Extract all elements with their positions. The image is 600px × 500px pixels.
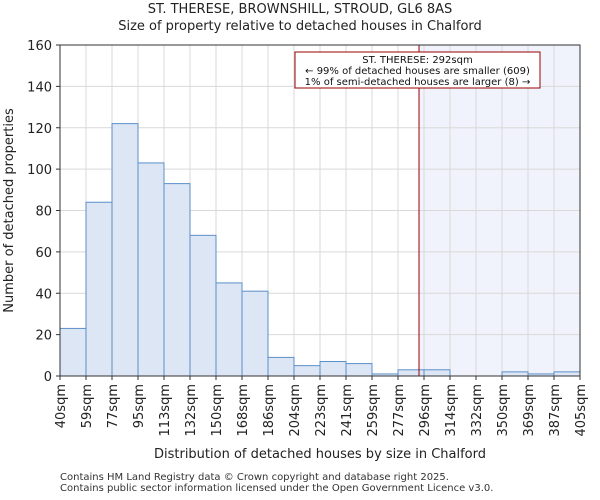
- x-tick-label: 223sqm: [314, 384, 329, 437]
- y-axis-ticks: 0 20 40 60 80 100 120 140 160: [27, 39, 60, 385]
- y-tick-label: 40: [35, 287, 52, 302]
- x-tick-label: 150sqm: [210, 384, 225, 437]
- x-tick-label: 314sqm: [444, 384, 459, 437]
- x-axis-ticks: 40sqm 59sqm 77sqm 95sqm 113sqm 132sqm 150sqm 16…: [54, 376, 589, 437]
- x-tick-label: 186sqm: [262, 384, 277, 437]
- chart-title: ST. THERESE, BROWNSHILL, STROUD, GL6 8AS: [147, 2, 453, 17]
- x-tick-label: 387sqm: [548, 384, 563, 437]
- bar: [137, 162, 165, 377]
- x-tick-label: 405sqm: [574, 384, 589, 437]
- x-tick-label: 369sqm: [522, 384, 537, 437]
- annotation-box: ST. THERESE: 292sqm ← 99% of detached ho…: [294, 51, 541, 89]
- footer-line-2: Contains public sector information licen…: [60, 483, 494, 494]
- bar: [319, 361, 347, 377]
- x-tick-label: 277sqm: [392, 384, 407, 437]
- x-tick-label: 77sqm: [106, 384, 121, 428]
- y-tick-label: 20: [35, 329, 52, 344]
- bar: [59, 327, 87, 377]
- footer-line-1: Contains HM Land Registry data © Crown c…: [60, 472, 449, 483]
- bar: [553, 371, 581, 377]
- x-tick-label: 40sqm: [54, 384, 69, 428]
- bar: [423, 369, 451, 377]
- y-tick-label: 0: [44, 370, 52, 385]
- bars-group: [59, 123, 581, 377]
- x-tick-label: 95sqm: [132, 384, 147, 428]
- bar: [293, 365, 321, 377]
- annotation-rect: [294, 51, 541, 89]
- x-tick-label: 350sqm: [496, 384, 511, 437]
- chart-subtitle: Size of property relative to detached ho…: [118, 19, 482, 34]
- bar: [85, 201, 113, 377]
- y-tick-label: 60: [35, 246, 52, 261]
- x-tick-label: 241sqm: [340, 384, 355, 437]
- annotation-line-3: 1% of semi-detached houses are larger (8…: [305, 77, 531, 88]
- x-tick-label: 204sqm: [288, 384, 303, 437]
- x-tick-label: 296sqm: [418, 384, 433, 437]
- bar: [189, 234, 217, 377]
- bar: [501, 371, 529, 377]
- x-axis-label: Distribution of detached houses by size …: [154, 447, 486, 462]
- annotation-line-1: ST. THERESE: 292sqm: [362, 55, 472, 66]
- bar: [241, 290, 269, 377]
- bar: [163, 183, 191, 377]
- x-tick-label: 59sqm: [80, 384, 95, 428]
- bar: [267, 356, 295, 377]
- x-tick-label: 132sqm: [184, 384, 199, 437]
- y-tick-label: 140: [27, 80, 52, 95]
- y-tick-label: 100: [27, 163, 52, 178]
- bar: [215, 282, 243, 377]
- y-axis-label: Number of detached properties: [2, 108, 17, 313]
- y-tick-label: 80: [35, 205, 52, 220]
- bar: [397, 369, 425, 377]
- y-tick-label: 160: [27, 39, 52, 54]
- annotation-line-2: ← 99% of detached houses are smaller (60…: [305, 66, 530, 77]
- bar: [111, 123, 139, 377]
- x-tick-label: 168sqm: [236, 384, 251, 437]
- bar: [345, 363, 373, 377]
- x-tick-label: 113sqm: [158, 384, 173, 437]
- x-tick-label: 259sqm: [366, 384, 381, 437]
- y-tick-label: 120: [27, 122, 52, 137]
- x-tick-label: 332sqm: [470, 384, 485, 437]
